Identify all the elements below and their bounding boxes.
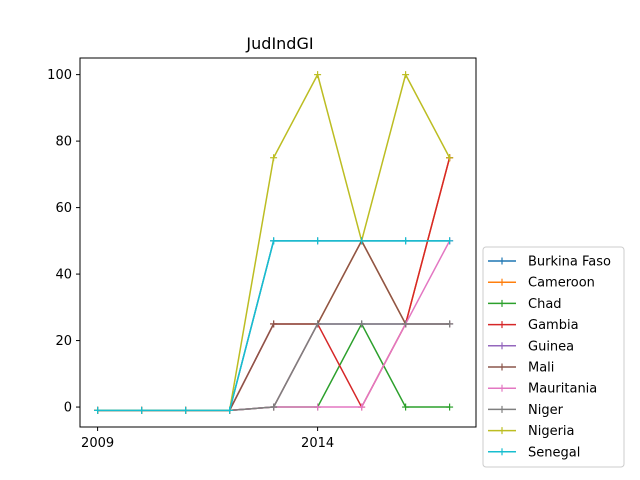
axes-frame bbox=[79, 57, 477, 428]
legend-label: Guinea bbox=[528, 339, 574, 354]
x-tick-label: 2009 bbox=[81, 436, 114, 451]
legend-item-7: Niger bbox=[488, 403, 564, 418]
x-tick-label: 2014 bbox=[301, 436, 334, 451]
legend-label: Mauritania bbox=[528, 382, 597, 397]
legend: Burkina Faso Cameroon Chad Gambia Guinea Mali… bbox=[482, 246, 625, 468]
y-tick-label: 60 bbox=[55, 201, 72, 216]
y-tick-label: 100 bbox=[47, 68, 72, 83]
series-9 bbox=[94, 237, 454, 414]
legend-label: Chad bbox=[528, 297, 562, 312]
legend-item-6: Mauritania bbox=[488, 382, 597, 397]
legend-label: Niger bbox=[528, 403, 564, 418]
legend-item-4: Guinea bbox=[488, 339, 574, 354]
legend-item-1: Cameroon bbox=[488, 276, 595, 291]
legend-item-8: Nigeria bbox=[488, 424, 575, 439]
legend-label: Senegal bbox=[528, 445, 580, 460]
legend-item-9: Senegal bbox=[488, 445, 580, 460]
legend-item-3: Gambia bbox=[488, 318, 579, 333]
y-tick-label: 0 bbox=[64, 401, 72, 416]
legend-item-0: Burkina Faso bbox=[488, 255, 611, 270]
legend-item-5: Mali bbox=[488, 361, 554, 376]
plot-area: 0 20 40 60 80 100 2009 2014 bbox=[47, 57, 477, 451]
legend-item-2: Chad bbox=[488, 297, 562, 312]
legend-box bbox=[482, 246, 625, 468]
legend-label: Mali bbox=[528, 361, 554, 376]
legend-label: Burkina Faso bbox=[528, 255, 611, 270]
legend-label: Cameroon bbox=[528, 276, 595, 291]
legend-label: Nigeria bbox=[528, 424, 575, 439]
chart-title: JudIndGI bbox=[245, 34, 313, 53]
y-tick-label: 40 bbox=[55, 268, 72, 283]
y-tick-label: 20 bbox=[55, 334, 72, 349]
y-tick-label: 80 bbox=[55, 135, 72, 150]
legend-label: Gambia bbox=[528, 318, 579, 333]
